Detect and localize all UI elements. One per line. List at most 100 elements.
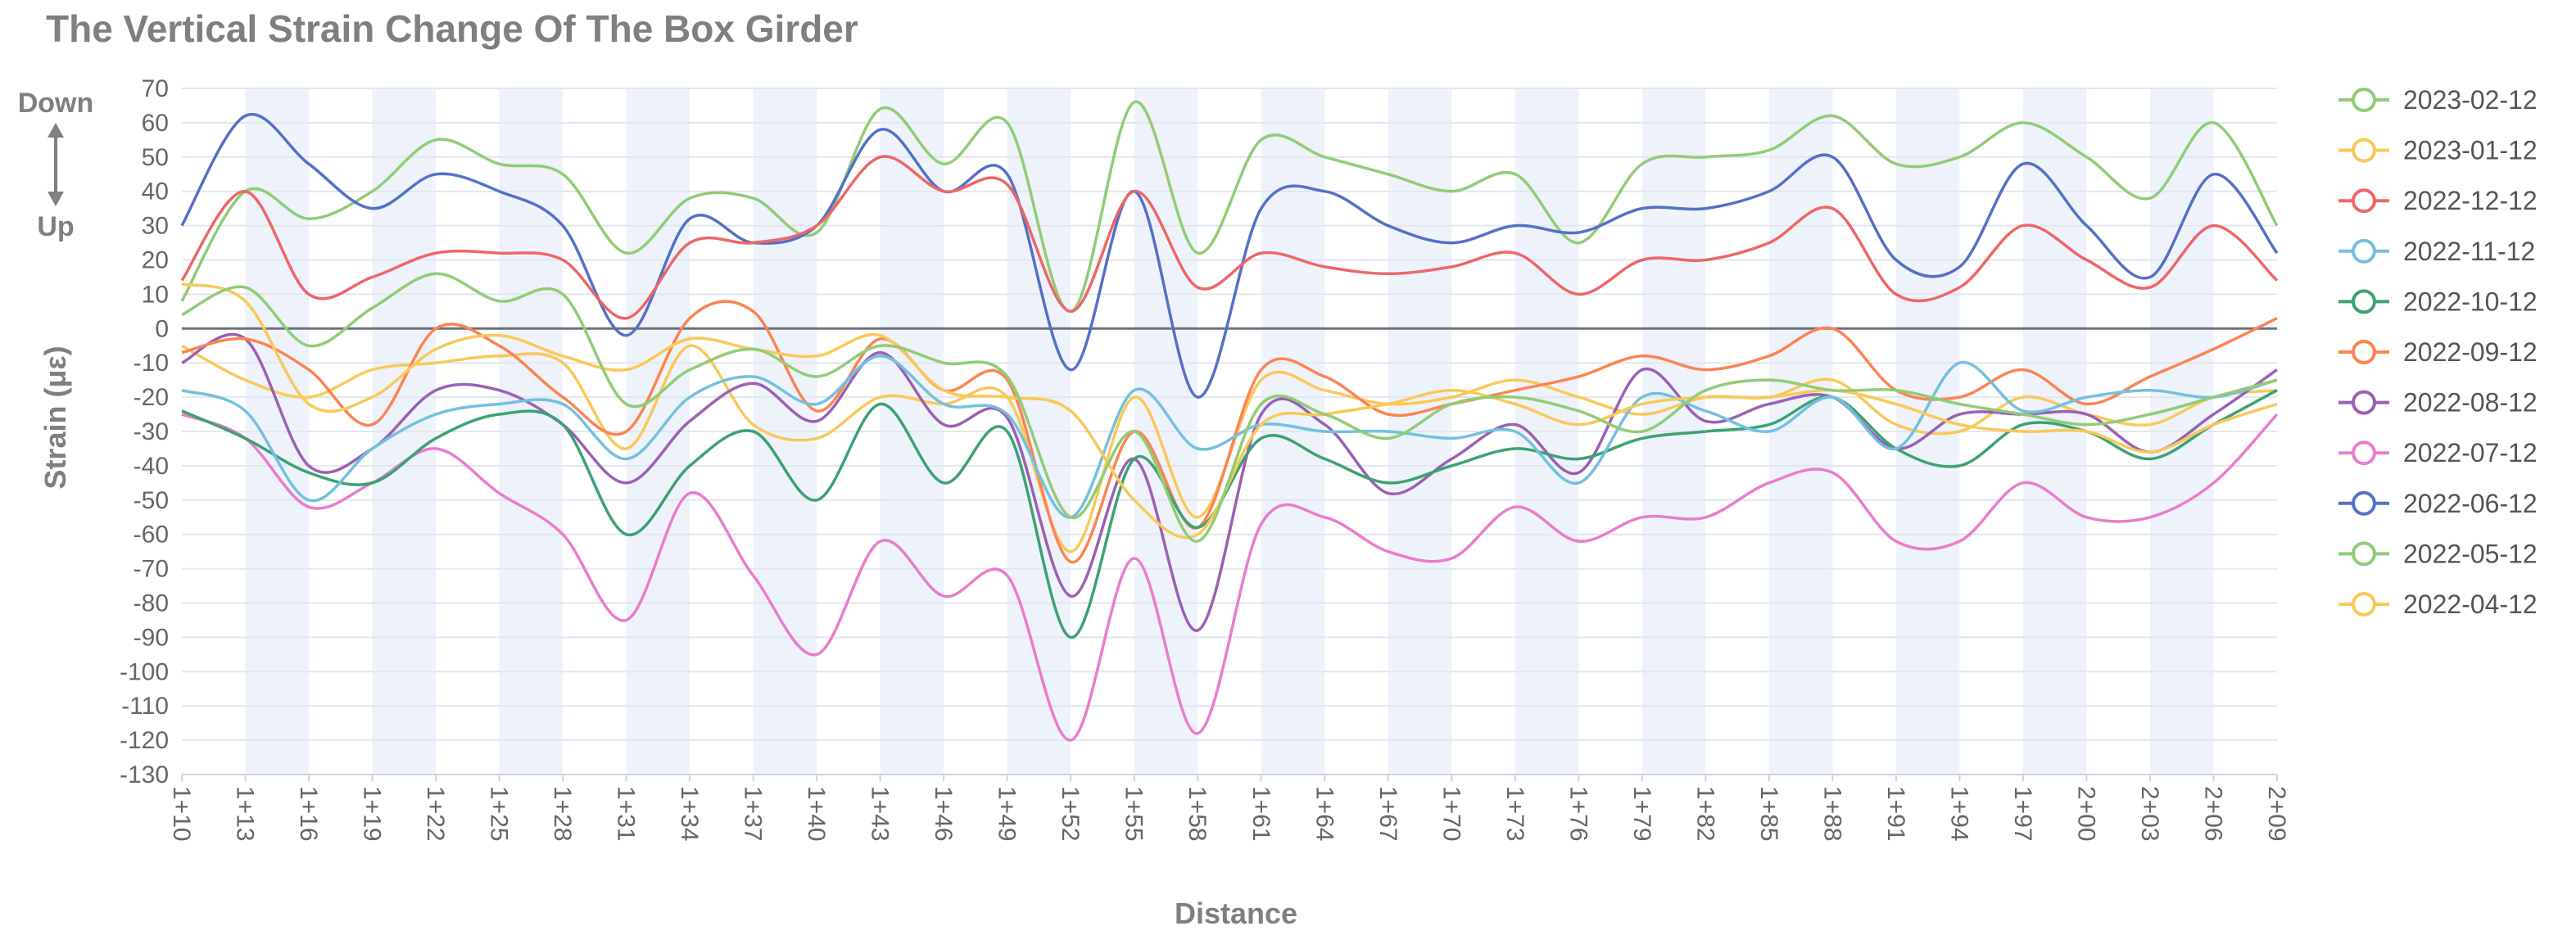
legend-label: 2023-02-12: [2403, 85, 2538, 115]
legend: 2023-02-12 2023-01-12 2022-12-12 2022-11-12…: [2338, 85, 2538, 619]
x-tick-label: 2+09: [2263, 786, 2290, 842]
direction-down-label: Down: [18, 88, 94, 119]
legend-item-2022-06-12[interactable]: 2022-06-12: [2338, 489, 2538, 518]
x-tick-label: 1+85: [1755, 786, 1782, 842]
y-tick-label: 30: [142, 213, 169, 240]
legend-circle-icon: [2352, 238, 2376, 264]
x-tick-label: 1+67: [1374, 786, 1401, 842]
x-tick-label: 1+37: [740, 786, 767, 842]
x-tick-label: 1+22: [422, 786, 449, 842]
x-tick-label: 2+06: [2199, 786, 2226, 842]
legend-item-2023-02-12[interactable]: 2023-02-12: [2338, 85, 2538, 115]
x-tick-label: 2+00: [2072, 786, 2099, 842]
legend-label: 2022-06-12: [2403, 489, 2538, 518]
legend-circle-icon: [2352, 440, 2376, 466]
x-tick-label: 1+76: [1564, 786, 1591, 842]
y-tick-label: -30: [134, 418, 169, 445]
legend-item-2022-08-12[interactable]: 2022-08-12: [2338, 388, 2538, 418]
x-tick-label: 1+46: [930, 786, 957, 842]
series-line-2022-08-12: [181, 332, 2279, 632]
y-axis-title: Strain (με): [38, 346, 72, 489]
x-tick-label: 1+88: [1818, 786, 1845, 842]
x-tick-label: 1+43: [867, 786, 894, 842]
legend-circle-icon: [2352, 390, 2376, 415]
legend-circle-icon: [2352, 188, 2376, 214]
x-tick-label: 2+03: [2136, 786, 2163, 842]
series-line-2022-05-12: [180, 101, 2279, 314]
legend-circle-icon: [2352, 88, 2376, 112]
legend-circle-icon: [2352, 340, 2376, 364]
x-tick-label: 1+97: [2009, 786, 2036, 842]
x-tick-label: 1+13: [232, 786, 259, 842]
y-tick-label: 40: [142, 178, 169, 206]
x-axis-title: Distance: [1175, 897, 1297, 930]
legend-item-2022-07-12[interactable]: 2022-07-12: [2338, 438, 2538, 467]
legend-item-2022-11-12[interactable]: 2022-11-12: [2338, 237, 2535, 266]
series-line-2022-10-12: [181, 389, 2278, 639]
grid-lines: [182, 88, 2277, 775]
y-tick-label: -90: [134, 624, 169, 651]
series-line-2022-07-12: [181, 413, 2279, 742]
legend-item-2022-12-12[interactable]: 2022-12-12: [2338, 186, 2538, 215]
series-lines: [180, 101, 2279, 742]
y-tick-label: 70: [142, 75, 169, 102]
legend-circle-icon: [2352, 541, 2376, 567]
y-tick-label: -10: [134, 350, 169, 377]
legend-label: 2022-12-12: [2403, 186, 2538, 215]
legend-label: 2022-07-12: [2403, 438, 2538, 467]
legend-label: 2022-11-12: [2403, 237, 2535, 266]
legend-item-2023-01-12[interactable]: 2023-01-12: [2338, 136, 2538, 165]
legend-label: 2022-04-12: [2403, 589, 2538, 619]
y-tick-label: -130: [120, 761, 169, 788]
x-tick-label: 1+31: [613, 786, 640, 842]
legend-label: 2022-09-12: [2403, 337, 2538, 367]
x-tick-label: 1+19: [359, 786, 386, 842]
x-tick-label: 1+91: [1882, 786, 1909, 842]
x-tick-labels: 1+10 1+13 1+16 1+19 1+22 1+25 1+28 1+31 1+34 1+37…: [168, 775, 2290, 842]
legend-label: 2022-05-12: [2403, 539, 2538, 568]
legend-item-2022-10-12[interactable]: 2022-10-12: [2338, 287, 2538, 316]
chart-title: The Vertical Strain Change Of The Box Gi…: [46, 7, 858, 50]
x-tick-label: 1+58: [1184, 786, 1211, 842]
y-tick-label: -110: [121, 693, 169, 720]
x-tick-label: 1+73: [1501, 786, 1528, 842]
legend-circle-icon: [2352, 289, 2376, 314]
y-tick-label: 10: [142, 281, 169, 308]
x-tick-label: 1+70: [1437, 786, 1465, 842]
legend-item-2022-09-12[interactable]: 2022-09-12: [2338, 337, 2538, 367]
y-tick-label: -40: [134, 453, 169, 480]
y-tick-label: -100: [120, 658, 169, 685]
x-tick-label: 1+16: [295, 786, 322, 842]
legend-circle-icon: [2352, 592, 2376, 617]
x-tick-label: 1+79: [1628, 786, 1655, 842]
y-tick-label: -50: [134, 487, 169, 514]
y-tick-label: -60: [134, 522, 169, 549]
series-line-2023-02-12: [181, 272, 2278, 543]
x-tick-label: 1+25: [486, 786, 513, 842]
series-line-2022-04-12: [181, 344, 2278, 553]
legend-label: 2022-10-12: [2403, 287, 2538, 316]
x-tick-label: 1+61: [1247, 786, 1274, 842]
legend-item-2022-05-12[interactable]: 2022-05-12: [2338, 539, 2538, 568]
series-line-2022-12-12: [180, 155, 2279, 320]
legend-circle-icon: [2352, 490, 2376, 516]
series-line-2022-11-12: [181, 355, 2278, 519]
y-tick-label: -70: [134, 556, 169, 583]
legend-circle-icon: [2352, 138, 2376, 163]
direction-up-label: Up: [37, 211, 74, 242]
legend-label: 2022-08-12: [2403, 388, 2538, 418]
legend-label: 2023-01-12: [2403, 136, 2538, 165]
y-tick-label: 60: [142, 110, 169, 137]
y-tick-label: -20: [134, 384, 169, 411]
x-tick-label: 1+55: [1120, 786, 1148, 842]
x-tick-label: 1+34: [676, 786, 703, 842]
x-tick-label: 1+52: [1057, 786, 1084, 842]
x-tick-label: 1+94: [1945, 786, 1972, 842]
y-tick-labels: 70 60 50 40 30 20 10 0 -10 -20 -30 -40 -50 -60 -70 -80 -…: [120, 75, 169, 788]
y-tick-label: 0: [155, 315, 169, 342]
x-tick-label: 1+28: [549, 786, 576, 842]
y-tick-label: 50: [142, 144, 169, 171]
legend-item-2022-04-12[interactable]: 2022-04-12: [2338, 589, 2538, 619]
x-tick-label: 1+10: [168, 786, 195, 842]
